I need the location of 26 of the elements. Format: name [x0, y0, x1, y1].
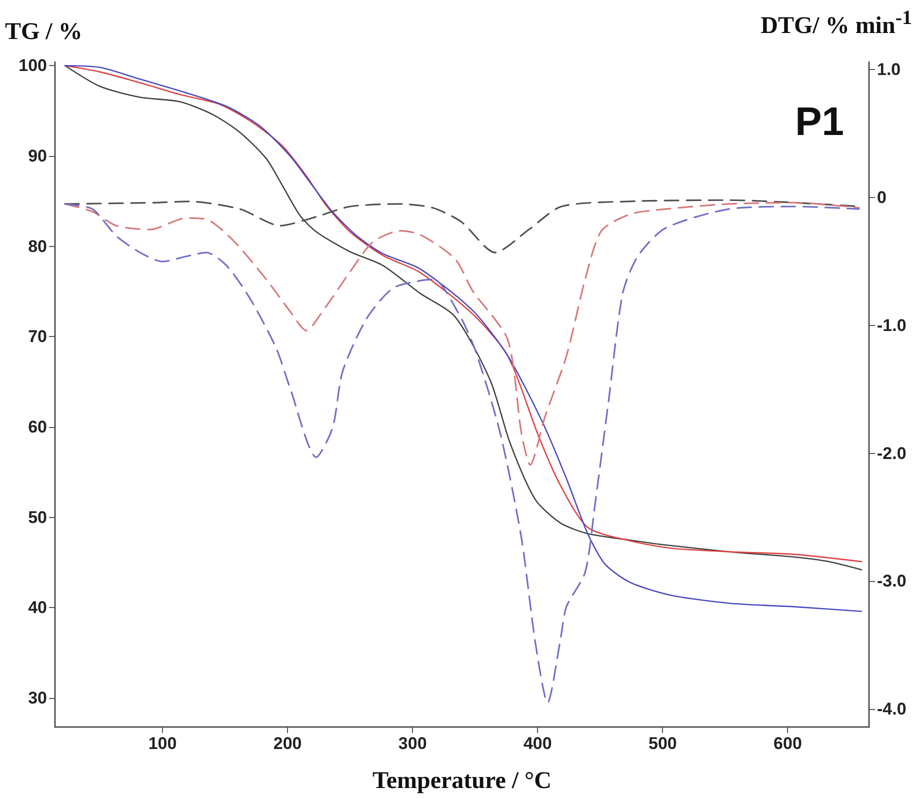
line-series	[64, 203, 860, 704]
y-tick-label: 90	[28, 146, 47, 166]
y-tick-label: 60	[28, 418, 47, 437]
x-tick-label: 100	[148, 734, 177, 753]
y-tick-label: 30	[28, 688, 47, 708]
x-tick-label: 600	[774, 734, 802, 753]
y-tick-label: 80	[28, 236, 47, 256]
y2-tick-label: -3.0	[877, 572, 906, 591]
y2-axis-title: DTG/ % min$^{-1}$	[760, 6, 912, 41]
x-tick-label: 300	[398, 734, 427, 753]
y2-tick-label: -4.0	[877, 700, 906, 719]
y-tick-label: 40	[28, 598, 47, 618]
y2-tick-label: -1.0	[877, 316, 906, 335]
y2-tick-label: 1.0	[877, 60, 901, 80]
x-axis-title: Temperature / °C	[372, 768, 552, 794]
y2-tick-label: 0	[877, 188, 886, 208]
y-tick-label: 100	[18, 56, 47, 76]
x-tick-label: 400	[523, 734, 552, 753]
line-series	[64, 202, 860, 466]
annotation: P1	[795, 100, 844, 144]
y-tick-label: 70	[28, 327, 47, 346]
x-tick-label: 200	[273, 734, 302, 753]
y2-tick-label: -2.0	[877, 444, 906, 463]
y-tick-label: 50	[28, 508, 47, 527]
x-tick-label: 500	[648, 734, 677, 753]
y-axis-title: TG / %	[5, 19, 82, 45]
